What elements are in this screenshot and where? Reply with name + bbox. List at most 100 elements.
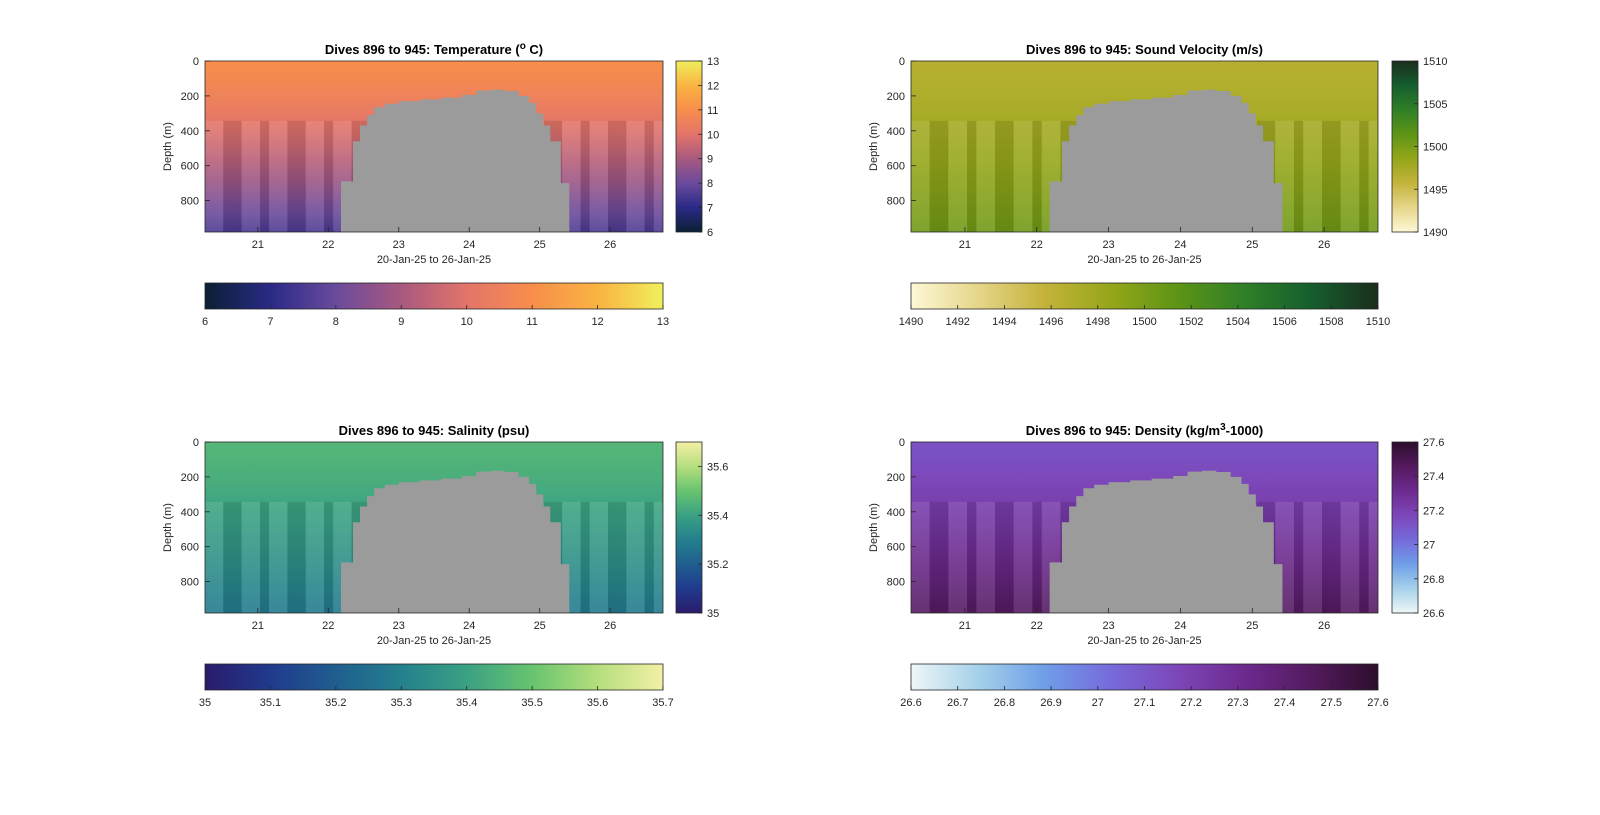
dive-column [342,120,352,232]
dive-column [617,501,627,613]
colorbar-bottom-label: 35.6 [587,697,608,709]
dive-column [617,120,627,232]
y-tick-label: 400 [887,507,905,519]
axes-box [910,441,1379,614]
colorbar-bottom-label: 35.5 [521,697,542,709]
dive-column [296,501,306,613]
dive-column [278,120,288,232]
seafloor-mask [1049,89,1283,232]
colorbar-bottom-label: 26.9 [1040,697,1061,709]
y-axis-label: Depth (m) [868,122,880,171]
colorbar-side-label: 35 [707,608,719,620]
colorbar-bottom-label: 10 [461,316,473,328]
colorbar-side-label: 1500 [1423,142,1447,154]
x-axis-label: 20-Jan-25 to 26-Jan-25 [1087,635,1201,647]
dive-column [985,120,996,232]
dive-column [571,120,581,232]
colorbar-bottom-label: 1496 [1039,316,1063,328]
dive-column [929,120,940,232]
dive-column [241,501,251,613]
colorbar-side-label: 8 [707,178,713,190]
dive-column [1349,501,1360,613]
dive-column [324,120,334,232]
dive-column [1041,501,1052,613]
dive-column [995,120,1005,232]
dive-column [1041,120,1052,232]
chart-title-superscript: 3 [1220,422,1226,433]
x-tick-label: 26 [604,620,616,632]
dive-column [976,501,986,613]
y-tick-label: 400 [181,507,199,519]
dive-column [223,501,233,613]
colorbar-bottom-label: 35.4 [456,697,477,709]
dive-column [1284,120,1294,232]
colorbar-bottom-label: 8 [333,316,339,328]
dive-column [911,120,921,232]
dive-column [287,120,297,232]
dive-column [342,501,352,613]
seafloor-mask [1049,470,1283,613]
dive-column [324,501,334,613]
colorbar-bottom-label: 35.3 [391,697,412,709]
x-tick-label: 23 [393,620,405,632]
x-tick-label: 25 [534,620,546,632]
dive-column [967,501,977,613]
x-tick-label: 22 [322,620,334,632]
dive-column [580,120,590,232]
dive-column [1303,501,1313,613]
x-tick-label: 23 [1102,620,1114,632]
dive-column [1359,120,1369,232]
dive-column [232,501,242,613]
dive-column [1293,501,1304,613]
y-tick-label: 200 [887,472,905,484]
x-axis-label: 20-Jan-25 to 26-Jan-25 [377,254,491,266]
dive-column [205,501,215,613]
dive-column [635,501,645,613]
y-tick-label: 800 [887,577,905,589]
dive-column [314,120,325,232]
dive-column [1312,501,1322,613]
dive-column [1284,501,1294,613]
dive-column [1303,120,1313,232]
dive-column [214,120,224,232]
colorbar-side-label: 1510 [1423,56,1447,68]
colorbar-bottom-label: 27.3 [1227,697,1248,709]
dive-column [1013,501,1024,613]
dive-column [608,501,618,613]
dive-column [976,120,986,232]
y-tick-label: 800 [887,196,905,208]
dive-column [287,501,297,613]
colorbar-bottom-label: 1510 [1366,316,1390,328]
chart-title: Dives 896 to 945: Temperature (o C) [325,41,543,57]
x-tick-label: 25 [1246,620,1258,632]
colorbar-bottom-label: 27.2 [1180,697,1201,709]
x-tick-label: 24 [1174,239,1186,251]
colorbar-bottom-label: 1494 [992,316,1016,328]
dive-column [1004,120,1014,232]
x-tick-label: 25 [1246,239,1258,251]
x-tick-label: 24 [463,620,475,632]
colorbar-bottom-label: 1492 [945,316,969,328]
colorbar-side-label: 27.4 [1423,471,1444,483]
dive-column [269,501,279,613]
chart-panel-2: 0 200 400 600 800 21 22 23 24 25 26 20-Jan-25 to 26… [868,42,1447,328]
colorbar-bottom-label: 12 [591,316,603,328]
colorbar-side-label: 26.6 [1423,608,1444,620]
colorbar-bottom [910,282,1379,310]
y-tick-label: 0 [899,437,905,449]
dive-column [1359,501,1369,613]
colorbar-side-label: 13 [707,56,719,68]
colorbar-side-label: 9 [707,154,713,166]
dive-column [305,501,315,613]
dive-column [296,120,306,232]
dive-column [1340,120,1350,232]
colorbar-bottom-label: 27.4 [1274,697,1295,709]
dive-column [1312,120,1322,232]
x-tick-label: 22 [322,239,334,251]
chart-title: Dives 896 to 945: Sound Velocity (m/s) [1026,42,1263,57]
dive-column [598,120,609,232]
colorbar-side [675,441,703,614]
colorbar-side-label: 10 [707,129,719,141]
dive-column [269,120,279,232]
colorbar-bottom-label: 11 [526,316,537,328]
